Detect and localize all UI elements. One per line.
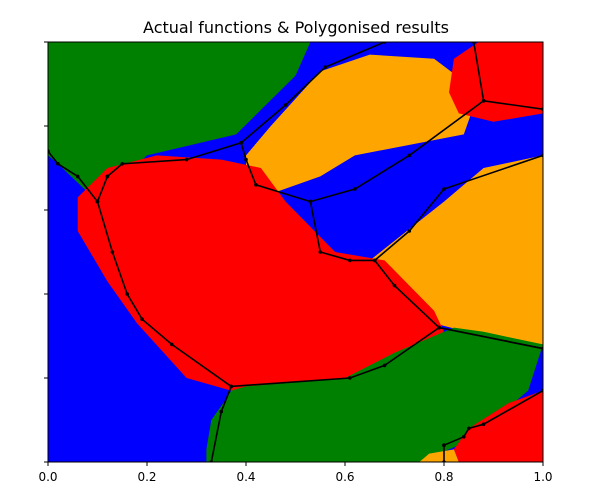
y-axis (44, 41, 48, 463)
region-4 (77, 155, 444, 391)
vertex-marker (467, 426, 471, 431)
polygon-edge-5 (483, 100, 543, 110)
vertex-marker (229, 384, 233, 389)
plot-frame (47, 41, 544, 463)
polygon-outline-layer (48, 42, 543, 462)
chart-title: Actual functions & Polygonised results (143, 18, 449, 37)
region-7 (419, 449, 459, 462)
vertex-marker (462, 435, 466, 439)
vertex-marker (372, 258, 377, 263)
region-0 (48, 42, 311, 202)
x-tick-label: 0.8 (434, 470, 453, 484)
vertex-marker (392, 283, 397, 288)
vertex-marker (244, 157, 248, 162)
vertex-marker (442, 187, 446, 191)
vertex-marker (437, 325, 441, 330)
vertex-marker (353, 187, 357, 191)
vertex-marker (407, 153, 412, 158)
x-tick-label: 0.4 (236, 470, 255, 484)
region-5 (206, 327, 543, 462)
region-2 (449, 42, 543, 122)
polygon-edge-3 (48, 150, 59, 165)
vertex-marker (56, 162, 60, 166)
polygon-edge-7 (96, 201, 543, 388)
x-tick-label: 0.0 (38, 470, 57, 484)
vertex-marker (75, 174, 80, 179)
x-tick-label: 1.0 (533, 470, 552, 484)
vertex-marker (407, 229, 412, 233)
region-6 (453, 390, 543, 462)
region-1 (246, 54, 479, 198)
vertex-marker (105, 174, 110, 179)
vertex-marker (481, 422, 486, 427)
polygon-edge-1 (96, 176, 109, 202)
region-layer (48, 42, 543, 462)
vertex-marker (239, 141, 243, 145)
vertex-marker (184, 157, 189, 162)
vertex-marker (140, 317, 144, 322)
vertex-marker (283, 103, 288, 107)
vertex-marker (318, 250, 323, 254)
vertex-marker (125, 292, 129, 296)
vertex-marker (348, 258, 352, 263)
polygon-edge-12 (438, 326, 543, 350)
vertex-marker (120, 162, 125, 166)
vertex-marker (442, 443, 446, 448)
vertex-marker (254, 183, 258, 187)
vertex-marker (323, 65, 328, 69)
vertex-marker (481, 99, 486, 103)
x-axis: 0.0 0.2 0.4 0.6 0.8 1.0 (38, 462, 553, 484)
vertex-marker (170, 342, 174, 347)
vertex-marker (95, 199, 100, 204)
vertex-marker (110, 250, 115, 254)
vertex-marker (219, 409, 224, 414)
vertex-marker (308, 199, 313, 204)
vertex-marker (348, 376, 352, 380)
x-tick-label: 0.2 (137, 470, 156, 484)
vertex-marker (382, 363, 387, 368)
polygon-edge-4 (240, 42, 485, 203)
x-tick-label: 0.6 (335, 470, 354, 484)
